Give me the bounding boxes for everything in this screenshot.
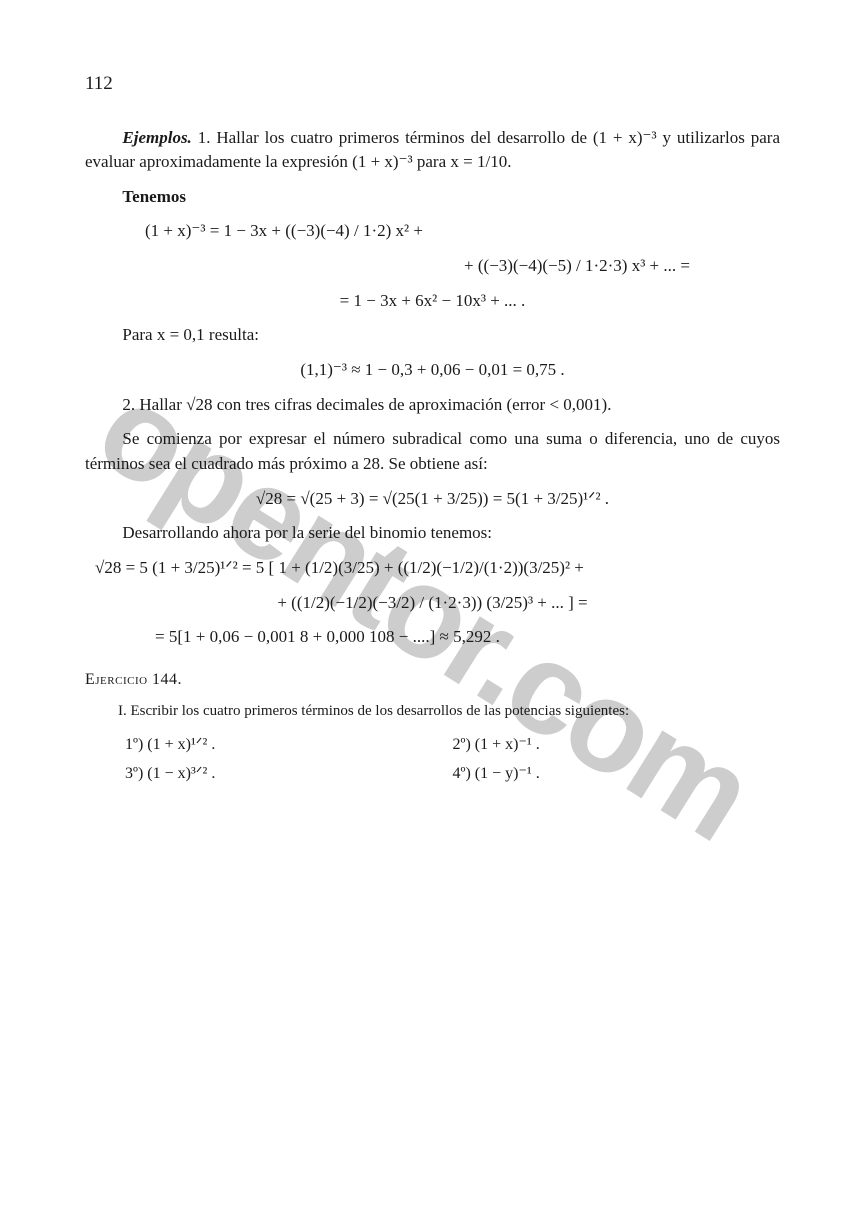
equation-3: √28 = √(25 + 3) = √(25(1 + 3/25)) = 5(1 … [85,487,780,512]
para-x01: Para x = 0,1 resulta: [85,323,780,348]
equation-1b: + ((−3)(−4)(−5) / 1·2·3) x³ + ... = [85,254,780,279]
page-content: 112 Ejemplos. 1. Hallar los cuatro prime… [0,0,850,825]
exercise-1: 1º) (1 + x)¹ᐟ² . [125,733,453,756]
equation-2: (1,1)⁻³ ≈ 1 − 0,3 + 0,06 − 0,01 = 0,75 . [85,358,780,383]
ejemplos-label: Ejemplos. [122,128,191,147]
exercise-2: 2º) (1 + x)⁻¹ . [453,733,781,756]
equation-4b: + ((1/2)(−1/2)(−3/2) / (1·2·3)) (3/25)³ … [85,591,780,616]
exercise-4: 4º) (1 − y)⁻¹ . [453,762,781,785]
equation-5: = 5[1 + 0,06 − 0,001 8 + 0,000 108 − ...… [85,625,780,650]
exercise-3: 3º) (1 − x)³ᐟ² . [125,762,453,785]
paragraph-ex2: 2. Hallar √28 con tres cifras decimales … [85,393,780,418]
equation-1a: (1 + x)⁻³ = 1 − 3x + ((−3)(−4) / 1·2) x²… [85,219,780,244]
paragraph-ejemplos: Ejemplos. 1. Hallar los cuatro primeros … [85,126,780,175]
equation-4a: √28 = 5 (1 + 3/25)¹ᐟ² = 5 [ 1 + (1/2)(3/… [85,556,780,581]
tenemos-label: Tenemos [85,185,780,210]
ejercicio-intro: I. Escribir los cuatro primeros términos… [85,701,780,723]
ejercicio-title: Ejercicio 144. [85,668,780,691]
page-number: 112 [85,70,780,98]
paragraph-desarrollando: Desarrollando ahora por la serie del bin… [85,521,780,546]
exercise-row-1: 1º) (1 + x)¹ᐟ² . 2º) (1 + x)⁻¹ . [125,733,780,756]
equation-1c: = 1 − 3x + 6x² − 10x³ + ... . [85,289,780,314]
exercise-row-2: 3º) (1 − x)³ᐟ² . 4º) (1 − y)⁻¹ . [125,762,780,785]
paragraph-subradical: Se comienza por expresar el número subra… [85,427,780,476]
